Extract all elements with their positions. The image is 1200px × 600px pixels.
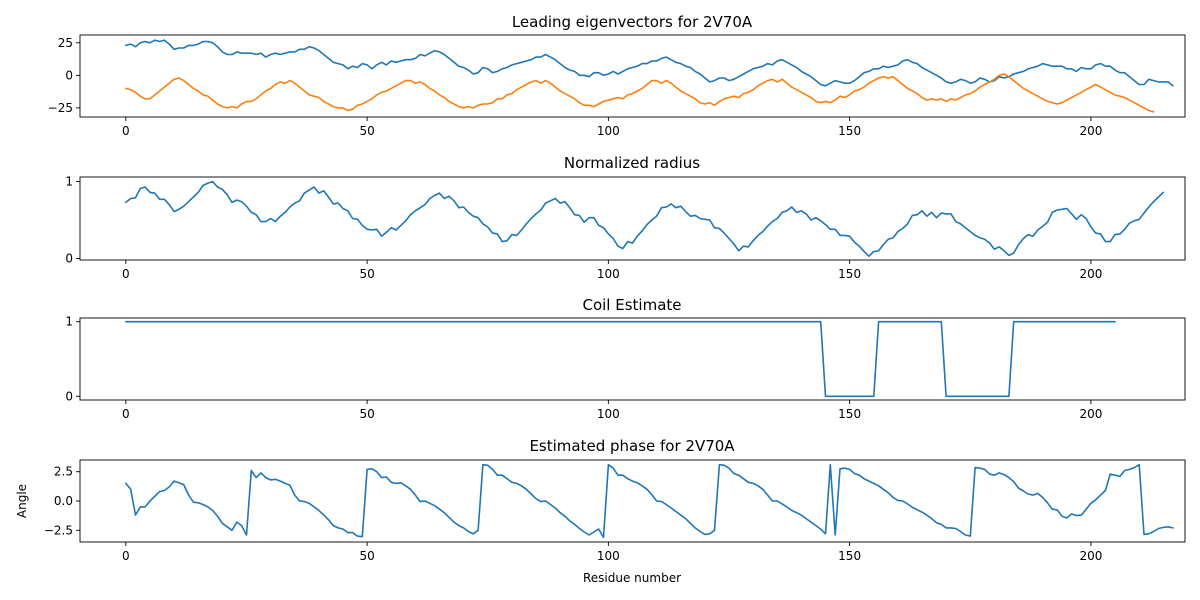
y-tick-label: 0	[65, 389, 73, 403]
y-tick-label: 1	[65, 175, 73, 189]
y-tick-label: 0	[65, 251, 73, 265]
y-tick-label: 25	[58, 36, 73, 50]
x-tick-label: 150	[838, 267, 861, 281]
y-tick-label: −25	[48, 101, 73, 115]
panel-coil-estimate: Coil Estimate 0 50 100 150 200 0 1	[65, 296, 1186, 421]
x-tick-label: 100	[597, 549, 620, 563]
y-tick-label: 0.0	[54, 494, 73, 508]
plot-area	[125, 180, 1165, 258]
series-line-1	[125, 463, 1174, 539]
series-line-1	[125, 320, 1116, 398]
series-line-1	[125, 180, 1165, 258]
chart-title: Leading eigenvectors for 2V70A	[512, 13, 753, 31]
x-tick-label: 0	[122, 407, 130, 421]
chart-title: Estimated phase for 2V70A	[529, 437, 735, 455]
x-tick-label: 50	[359, 124, 374, 138]
plot-area	[125, 320, 1116, 398]
x-tick-label: 50	[359, 407, 374, 421]
series-line-2	[125, 73, 1155, 113]
series-line-1	[125, 39, 1174, 87]
axes-frame	[79, 176, 1186, 261]
x-tick-label: 0	[122, 267, 130, 281]
chart-title: Normalized radius	[564, 154, 700, 172]
x-tick-label: 150	[838, 124, 861, 138]
y-axis-label: Angle	[15, 484, 29, 518]
y-tick-label: −2.5	[44, 523, 73, 537]
x-tick-label: 150	[838, 549, 861, 563]
x-tick-label: 50	[359, 267, 374, 281]
x-tick-label: 200	[1079, 407, 1102, 421]
plot-area	[125, 463, 1174, 539]
plot-area	[125, 39, 1174, 113]
x-tick-label: 50	[359, 549, 374, 563]
x-tick-label: 200	[1079, 549, 1102, 563]
axes-frame	[79, 459, 1186, 543]
panel-estimated-phase: Estimated phase for 2V70A Residue number…	[15, 437, 1186, 585]
x-tick-label: 200	[1079, 124, 1102, 138]
panel-leading-eigenvectors: Leading eigenvectors for 2V70A 0 50 100 150…	[48, 13, 1186, 138]
x-tick-label: 0	[122, 124, 130, 138]
x-axis-label: Residue number	[583, 571, 681, 585]
chart-title: Coil Estimate	[582, 296, 681, 314]
x-tick-label: 150	[838, 407, 861, 421]
axes-frame	[79, 34, 1186, 118]
y-tick-label: 0	[65, 68, 73, 82]
axes-frame	[79, 317, 1186, 401]
y-tick-label: 1	[65, 315, 73, 329]
panel-normalized-radius: Normalized radius 0 50 100 150 200 0 1	[65, 154, 1186, 281]
y-tick-label: 2.5	[54, 465, 73, 479]
x-tick-label: 100	[597, 124, 620, 138]
x-tick-label: 200	[1079, 267, 1102, 281]
x-tick-label: 100	[597, 407, 620, 421]
x-tick-label: 0	[122, 549, 130, 563]
x-tick-label: 100	[597, 267, 620, 281]
